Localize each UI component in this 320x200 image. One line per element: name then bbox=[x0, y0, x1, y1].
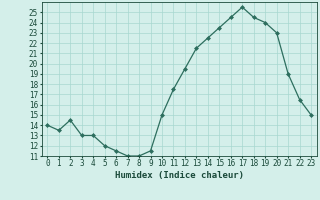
X-axis label: Humidex (Indice chaleur): Humidex (Indice chaleur) bbox=[115, 171, 244, 180]
